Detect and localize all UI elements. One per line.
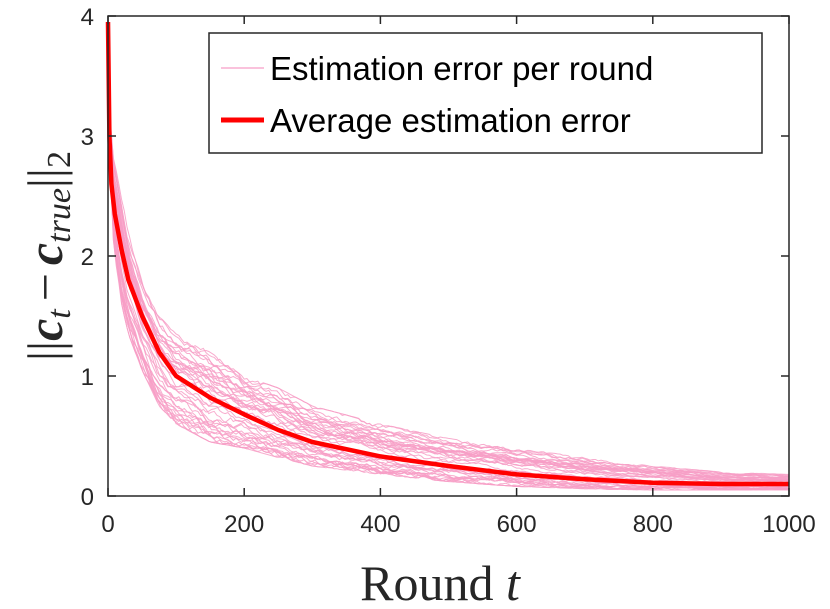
y-tick-label: 0 [81, 484, 94, 511]
y-axis-title-sub1: t [41, 308, 78, 319]
y-axis-title: ||ct−ctrue||2 [17, 151, 78, 361]
x-tick-label: 0 [101, 511, 114, 538]
x-tick-label: 800 [633, 511, 673, 538]
plot-area [105, 21, 790, 491]
x-tick-label: 1000 [762, 511, 815, 538]
y-tick-label: 3 [81, 124, 94, 151]
per-round-error-line [107, 21, 790, 490]
y-axis-title-c1: c [17, 319, 73, 341]
per-round-error-line [107, 21, 790, 479]
y-axis-title-close: || [17, 168, 73, 188]
per-round-error-line [107, 21, 790, 491]
x-tick-label: 200 [224, 511, 264, 538]
per-round-error-line [107, 21, 790, 481]
average-error-line [105, 21, 789, 487]
y-axis-title-norm-sub: 2 [41, 151, 78, 168]
per-round-error-line [107, 21, 790, 481]
per-round-error-line [107, 21, 790, 481]
per-round-error-line [107, 21, 790, 482]
y-axis-ticks: 0 1 2 3 4 [81, 4, 789, 511]
x-axis-ticks: 0 200 400 600 800 1000 [101, 16, 816, 538]
legend-label-per-round: Estimation error per round [270, 50, 653, 87]
y-tick-label: 1 [81, 364, 94, 391]
y-axis-title-open: || [17, 341, 73, 361]
x-tick-label: 600 [497, 511, 537, 538]
per-round-error-line [107, 21, 790, 483]
y-tick-label: 4 [81, 4, 94, 31]
y-axis-title-minus: − [17, 273, 73, 301]
y-axis-title-sub2: true [41, 188, 78, 243]
per-round-error-line [107, 21, 790, 479]
per-round-error-line [107, 21, 789, 476]
y-tick-label: 2 [81, 244, 94, 271]
per-round-error-line [107, 21, 790, 489]
per-round-error-line [107, 21, 790, 491]
per-round-error-line [107, 21, 790, 483]
x-axis-title-var: t [506, 555, 521, 609]
legend-label-average: Average estimation error [270, 102, 631, 139]
x-axis-title-text: Round [360, 555, 493, 609]
x-axis-title: Round t [360, 555, 521, 609]
legend-box [208, 32, 763, 154]
y-axis-title-c2: c [17, 243, 73, 265]
legend: Estimation error per round Average estim… [208, 32, 763, 154]
x-tick-label: 400 [360, 511, 400, 538]
